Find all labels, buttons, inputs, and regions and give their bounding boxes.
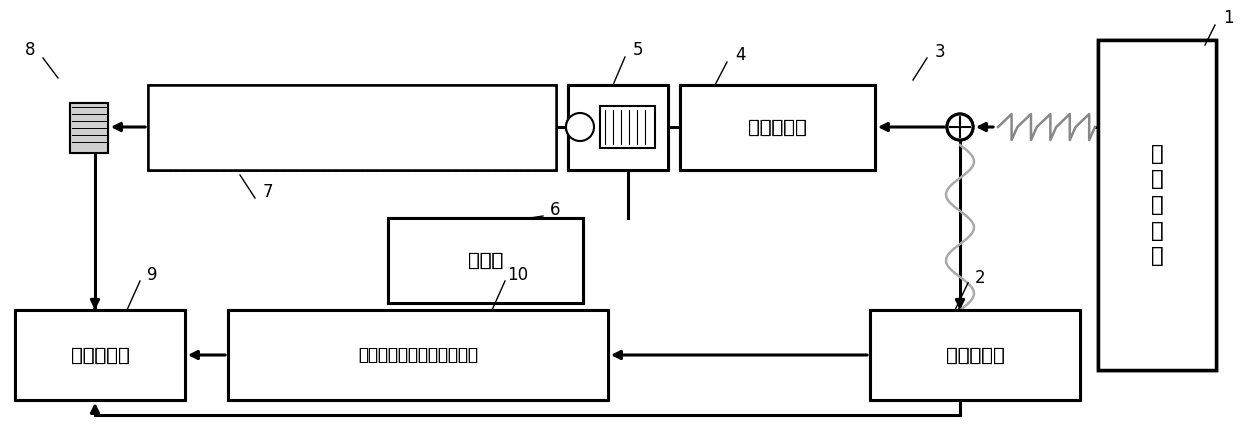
Text: 5: 5 <box>632 41 644 59</box>
Bar <box>228 310 608 400</box>
Text: 数字示波器: 数字示波器 <box>71 346 129 365</box>
Text: 信
号
发
生
器: 信 号 发 生 器 <box>1151 144 1163 266</box>
Bar <box>600 106 655 148</box>
Bar <box>680 85 875 170</box>
Circle shape <box>947 114 973 140</box>
Bar <box>870 310 1080 400</box>
Text: 6: 6 <box>549 201 560 219</box>
Text: 信
号
发
生
器: 信 号 发 生 器 <box>1151 144 1163 266</box>
Bar <box>69 103 108 153</box>
Text: 7: 7 <box>263 183 273 201</box>
Bar <box>568 85 668 170</box>
Bar <box>680 85 875 170</box>
Text: 波长计: 波长计 <box>467 251 503 270</box>
Bar <box>69 103 108 153</box>
Bar <box>568 85 668 170</box>
Bar <box>15 310 185 400</box>
Text: 数字示波器: 数字示波器 <box>71 346 129 365</box>
Text: 波长计: 波长计 <box>467 251 503 270</box>
Text: 3: 3 <box>935 43 945 61</box>
Text: 激光控制器: 激光控制器 <box>748 118 807 137</box>
Circle shape <box>947 114 973 140</box>
Text: 10: 10 <box>507 266 528 284</box>
Text: 8: 8 <box>25 41 35 59</box>
Bar <box>388 218 583 303</box>
Bar <box>388 218 583 303</box>
Bar <box>228 310 608 400</box>
Text: 锁相放大器: 锁相放大器 <box>946 346 1004 365</box>
Bar <box>1097 40 1216 370</box>
Circle shape <box>565 113 594 141</box>
Bar <box>1097 40 1216 370</box>
Text: 1: 1 <box>1223 9 1234 27</box>
Text: 锁相放大器: 锁相放大器 <box>946 346 1004 365</box>
Bar <box>600 106 655 148</box>
Bar <box>148 85 556 170</box>
Text: 9: 9 <box>146 266 157 284</box>
Text: 计算机数据采集与处理系统: 计算机数据采集与处理系统 <box>358 346 477 364</box>
Text: 激光控制器: 激光控制器 <box>748 118 807 137</box>
Bar <box>148 85 556 170</box>
Bar <box>870 310 1080 400</box>
Text: 2: 2 <box>975 269 986 287</box>
Circle shape <box>565 113 594 141</box>
Text: 计算机数据采集与处理系统: 计算机数据采集与处理系统 <box>358 346 477 364</box>
Text: 4: 4 <box>735 46 745 64</box>
Bar <box>15 310 185 400</box>
